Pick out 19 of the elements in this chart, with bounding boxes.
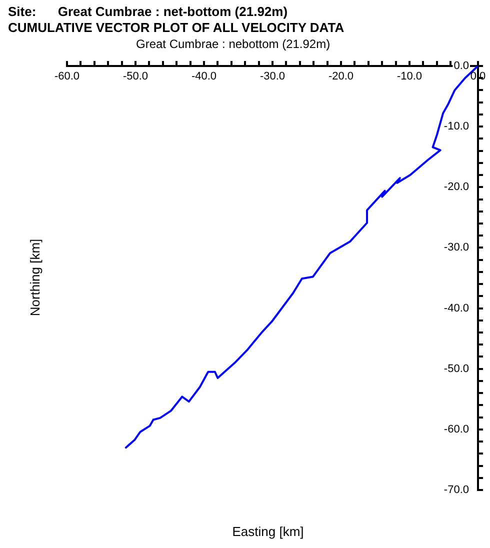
text: Great Cumbrae : nebottom (21.92m) — [136, 37, 330, 51]
x-tick-label: -60.0 — [54, 70, 80, 83]
y-tick-label: -40.0 — [444, 302, 469, 314]
x-axis-title: Easting [km] — [231, 524, 305, 539]
y-tick-label: -50.0 — [444, 362, 469, 375]
chart-subtitle: CUMULATIVE VECTOR PLOT OF ALL VELOCITY DATA — [8, 20, 344, 35]
y-tick-label: -10.0 — [444, 120, 469, 133]
x-tick-label: -30.0 — [260, 70, 286, 83]
x-tick-label: -10.0 — [396, 70, 422, 83]
x-tick-label: -40.0 — [191, 70, 217, 83]
y-tick-label: -70.0 — [444, 484, 469, 496]
y-tick-label: 0.0 — [454, 60, 469, 72]
y-tick-label: -20.0 — [444, 181, 469, 194]
y-tick-label: -30.0 — [444, 242, 469, 254]
x-tick-label: -50.0 — [122, 70, 148, 83]
y-axis-title: Northing [km] — [28, 238, 42, 318]
y-tick-label: -60.0 — [444, 423, 469, 436]
chart-title: Site: Great Cumbrae : net-bottom (21.92m) — [8, 4, 288, 19]
x-tick-label: -20.0 — [328, 70, 354, 83]
